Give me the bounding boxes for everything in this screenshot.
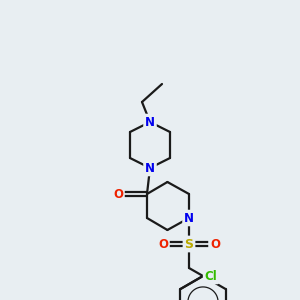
Text: O: O bbox=[158, 238, 168, 250]
Text: O: O bbox=[210, 238, 220, 250]
Text: Cl: Cl bbox=[205, 269, 218, 283]
Text: N: N bbox=[184, 212, 194, 224]
Text: N: N bbox=[145, 161, 155, 175]
Text: S: S bbox=[184, 238, 194, 250]
Text: O: O bbox=[113, 188, 123, 200]
Text: N: N bbox=[145, 116, 155, 128]
